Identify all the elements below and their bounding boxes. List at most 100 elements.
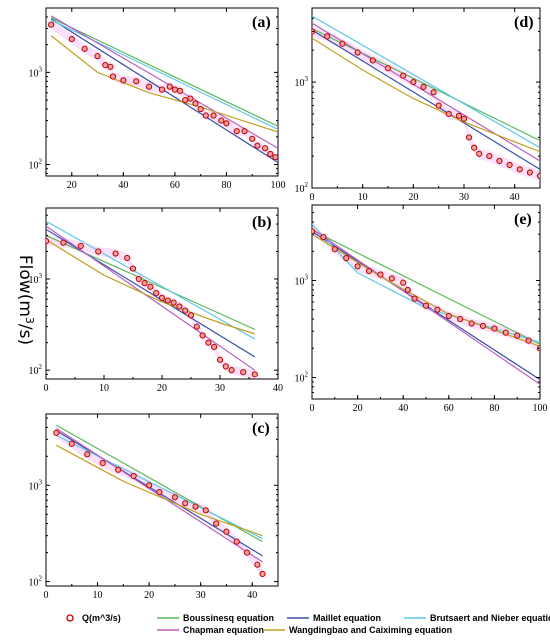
observed-point [182,97,189,104]
observed-point [320,234,327,241]
observed-point [68,440,75,447]
observed-point [411,295,418,302]
series-line-wangdingbao-and-caiximing-equation [56,444,263,537]
x-tick-label: 80 [489,403,499,414]
y-tick-label: 102 [29,363,43,377]
observed-point [192,503,199,510]
observed-point [410,78,417,86]
observed-point [468,320,475,327]
observed-point [514,332,521,339]
x-tick-label: 100 [533,403,548,414]
observed-point [430,89,437,96]
observed-point [354,49,361,56]
observed-point [369,57,376,64]
plot-area [312,223,540,385]
series-line-boussinesq-equation [46,234,256,330]
observed-point [476,150,483,157]
observed-point [48,21,55,28]
observed-point [465,134,473,141]
panel-e: 0 20 40 60 80 100 102 103 (e) [295,204,548,414]
observed-point [130,472,137,480]
observed-point [77,242,84,250]
x-tick-label: 40 [398,403,408,414]
x-tick-label: 0 [310,403,315,414]
x-tick-label: 0 [310,192,315,203]
observed-range-band [56,428,263,579]
x-tick-label: 20 [408,192,418,203]
observed-point [153,289,160,297]
observed-point [115,466,122,473]
observed-point [158,86,166,93]
observed-point [95,248,102,255]
x-tick-label: 60 [444,403,454,414]
y-tick-label: 103 [29,478,43,492]
observed-point [434,306,441,313]
observed-range-band [46,236,255,379]
observed-point [84,451,91,458]
observed-point [272,154,278,161]
x-tick-label: 10 [93,590,103,601]
x-tick-label: 40 [510,192,520,203]
legend-label: Boussinesq equation [183,613,274,623]
plot-frame [45,7,279,177]
panel-b: 0 10 20 30 40 102 103 (b) [29,207,283,394]
observed-point [400,72,407,79]
x-tick-label: 40 [118,180,128,191]
observed-point [187,95,194,102]
legend-label: Wangdingbao and Caiximing equation [289,625,452,635]
observed-point [99,460,106,467]
observed-point [158,294,166,301]
plot-area [46,220,258,379]
observed-point [60,239,67,246]
observed-point [199,332,206,339]
plot-area [48,15,278,164]
observed-point [156,488,163,496]
observed-point [223,120,230,127]
series-line-chapman-equation [46,225,256,371]
observed-point [222,363,229,370]
observed-point [218,117,225,124]
observed-point [170,299,177,306]
observed-point [205,339,212,346]
series-line-brutsaert-and-nieber-equation [312,223,540,343]
panel-label: (d) [514,14,534,31]
observed-point [210,112,217,119]
observed-point [166,83,173,90]
observed-point [254,561,261,568]
observed-point [241,128,248,135]
observed-point [81,45,88,52]
series-line-maillet-equation [312,29,540,170]
legend-item: Brutsaert and Nieber equation [404,613,550,623]
observed-point [496,157,503,165]
x-tick-label: 0 [44,590,49,601]
observed-point [171,86,178,93]
observed-point [491,325,498,332]
series-line-boussinesq-equation [312,229,540,345]
observed-point [182,500,189,507]
x-tick-label: 20 [67,180,77,191]
observed-point [147,283,154,290]
observed-point [343,255,350,262]
observed-point [112,250,119,257]
observed-point [435,102,442,109]
legend-marker [66,614,74,622]
observed-point [146,482,153,489]
panel-label: (b) [252,214,272,231]
x-tick-label: 0 [44,383,49,394]
legend-item: Boussinesq equation [157,613,274,623]
observed-point [135,275,142,283]
y-tick-label: 103 [295,75,309,89]
observed-point [457,315,464,323]
panel-d: 0 10 20 30 40 102 103 (d) [295,7,541,203]
x-tick-label: 40 [247,590,257,601]
observed-point [479,322,487,330]
y-axis-title: Flow(m3/s) [15,255,36,345]
observed-point [331,246,338,253]
observed-point [324,33,331,40]
observed-point [228,367,235,374]
observed-point [536,172,540,180]
observed-point [526,169,533,176]
observed-point [460,115,468,122]
x-tick-label: 60 [170,180,180,191]
